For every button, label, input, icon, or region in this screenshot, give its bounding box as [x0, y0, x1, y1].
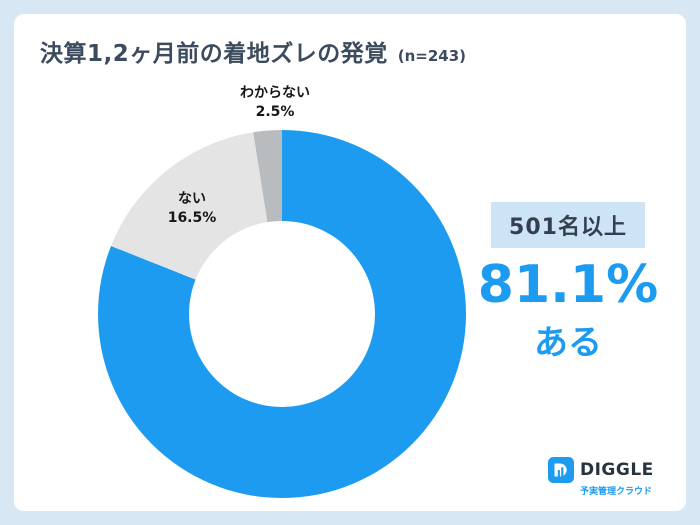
slice-label-nai-name: ない — [178, 191, 206, 207]
segment-badge: 501名以上 — [491, 202, 645, 248]
sample-size: (n=243) — [397, 47, 467, 65]
diggle-logo: DIGGLE 予実管理クラウド — [548, 457, 666, 497]
title-row: 決算1,2ヶ月前の着地ズレの発覚 (n=243) — [40, 34, 466, 68]
donut-hole — [189, 221, 375, 407]
highlight-answer: ある — [534, 322, 602, 363]
logo-row: DIGGLE — [548, 457, 666, 483]
slice-label-nai: ない 16.5% — [144, 190, 240, 228]
donut-chart — [98, 130, 466, 498]
chart-title: 決算1,2ヶ月前の着地ズレの発覚 — [40, 41, 388, 67]
chart-card: 決算1,2ヶ月前の着地ズレの発覚 (n=243) わからない 2.5% ない 1… — [14, 14, 686, 511]
slice-label-nai-value: 16.5% — [167, 209, 217, 226]
slice-label-wakaranai-value: 2.5% — [255, 103, 295, 120]
slice-label-wakaranai: わからない 2.5% — [210, 84, 340, 122]
callout: 501名以上 81.1% ある — [456, 202, 680, 364]
slice-label-wakaranai-name: わからない — [240, 85, 310, 101]
logo-tagline: 予実管理クラウド — [580, 487, 653, 497]
diggle-logo-icon — [548, 457, 574, 483]
logo-brand: DIGGLE — [580, 460, 654, 480]
highlight-percent: 81.1% — [477, 255, 659, 315]
